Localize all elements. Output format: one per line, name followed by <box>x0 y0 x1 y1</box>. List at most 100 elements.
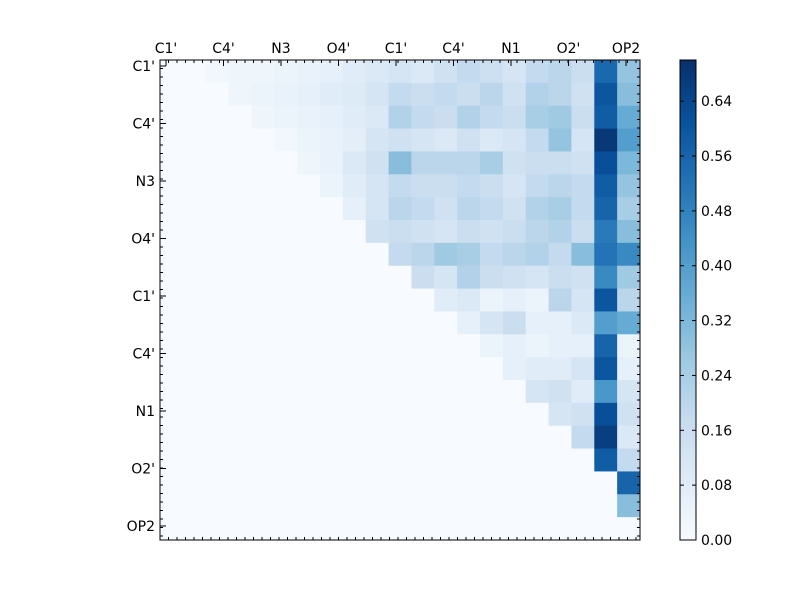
heatmap-cell <box>251 82 275 107</box>
heatmap-cell <box>411 334 435 358</box>
heatmap-cell <box>228 425 252 449</box>
heatmap-cell <box>525 60 549 84</box>
heatmap-cell <box>525 242 549 267</box>
heatmap-cell <box>548 334 572 358</box>
heatmap-cell <box>388 197 412 221</box>
heatmap-cell <box>251 265 275 289</box>
heatmap-cell <box>548 448 572 472</box>
heatmap-cell <box>571 242 595 267</box>
x-tick-label: N1 <box>501 41 520 57</box>
heatmap-cell <box>434 402 458 427</box>
heatmap-cell <box>205 357 229 381</box>
heatmap-cell <box>617 82 641 107</box>
heatmap-cell <box>365 174 389 198</box>
heatmap-cell <box>160 174 184 198</box>
heatmap-cell <box>228 402 252 427</box>
heatmap-cell <box>434 471 458 495</box>
heatmap-cell <box>251 311 275 335</box>
heatmap-cell <box>525 425 549 449</box>
heatmap-cell <box>594 425 618 449</box>
heatmap-cell <box>320 174 344 198</box>
heatmap-cell <box>342 471 367 495</box>
heatmap-cell <box>365 448 389 472</box>
heatmap-cell <box>388 128 412 152</box>
heatmap-cell <box>297 151 321 175</box>
heatmap-cell <box>525 82 549 107</box>
colorbar-gradient <box>680 60 696 540</box>
heatmap-cell <box>525 494 549 518</box>
heatmap-cell <box>525 380 549 404</box>
heatmap-cell <box>365 151 389 175</box>
heatmap-cell <box>251 425 275 449</box>
heatmap-cell <box>617 311 641 335</box>
heatmap-cell <box>182 334 207 358</box>
heatmap-cell <box>205 288 229 312</box>
heatmap-cell <box>594 334 618 358</box>
heatmap-cell <box>274 448 298 472</box>
heatmap-cell <box>434 60 458 84</box>
heatmap-cell <box>182 60 207 84</box>
heatmap-cell <box>525 471 549 495</box>
heatmap-cell <box>434 357 458 381</box>
heatmap-cell <box>617 448 641 472</box>
heatmap-cell <box>342 265 367 289</box>
heatmap-cell <box>480 425 504 449</box>
heatmap-cell <box>342 380 367 404</box>
heatmap-cell <box>594 265 618 289</box>
heatmap-cell <box>434 242 458 267</box>
y-tick-label: C4' <box>132 117 155 133</box>
heatmap-cell <box>274 128 298 152</box>
x-tick-label: C1' <box>155 41 178 57</box>
heatmap-cell <box>571 357 595 381</box>
heatmap-cell <box>594 380 618 404</box>
heatmap-cell <box>617 105 641 129</box>
heatmap-cell <box>160 242 184 267</box>
heatmap-cell <box>342 128 367 152</box>
heatmap-cell <box>594 357 618 381</box>
heatmap-cell <box>571 151 595 175</box>
heatmap-cell <box>297 82 321 107</box>
heatmap-cell <box>320 197 344 221</box>
heatmap-cell <box>434 82 458 107</box>
heatmap-cell <box>297 402 321 427</box>
heatmap-cell <box>457 517 481 541</box>
heatmap-cell <box>457 448 481 472</box>
heatmap-cell <box>228 448 252 472</box>
heatmap-cell <box>502 425 527 449</box>
heatmap-cell <box>525 311 549 335</box>
heatmap-cell <box>502 448 527 472</box>
heatmap-cell <box>205 242 229 267</box>
heatmap-cell <box>297 357 321 381</box>
heatmap-cell <box>297 128 321 152</box>
heatmap-cell <box>502 471 527 495</box>
x-tick-label: C4' <box>212 41 235 57</box>
heatmap-cell <box>502 380 527 404</box>
heatmap-cell <box>457 380 481 404</box>
heatmap-cell <box>548 517 572 541</box>
heatmap-cell <box>594 494 618 518</box>
heatmap-cell <box>274 517 298 541</box>
plot-frame <box>159 59 641 541</box>
heatmap-cell <box>571 311 595 335</box>
heatmap-cell <box>251 197 275 221</box>
heatmap-cell <box>434 105 458 129</box>
heatmap-cell <box>160 82 184 107</box>
heatmap-cell <box>457 471 481 495</box>
heatmap-cell <box>594 402 618 427</box>
heatmap-cell <box>571 448 595 472</box>
heatmap-cell <box>525 105 549 129</box>
heatmap-cell <box>274 82 298 107</box>
heatmap-cell <box>320 128 344 152</box>
heatmap-cell <box>594 242 618 267</box>
heatmap-cell <box>251 357 275 381</box>
heatmap-cell <box>251 517 275 541</box>
heatmap-cell <box>571 288 595 312</box>
heatmap-cell <box>251 128 275 152</box>
heatmap-cell <box>388 105 412 129</box>
heatmap-cell <box>434 334 458 358</box>
heatmap-cell <box>480 517 504 541</box>
heatmap-cell <box>434 128 458 152</box>
heatmap-cell <box>228 288 252 312</box>
heatmap-cell <box>502 174 527 198</box>
heatmap-cell <box>457 220 481 244</box>
